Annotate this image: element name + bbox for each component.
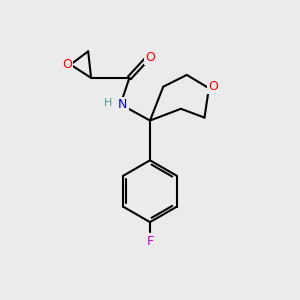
Text: O: O [208,80,218,93]
Text: O: O [63,58,73,71]
Text: O: O [145,51,155,64]
Text: F: F [146,235,154,248]
Text: N: N [118,98,128,111]
Text: H: H [104,98,112,108]
